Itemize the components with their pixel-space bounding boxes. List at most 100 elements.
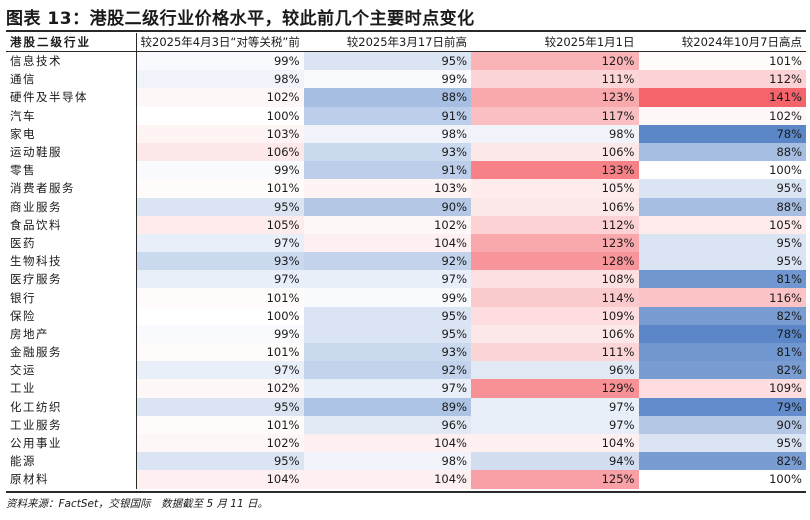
value-cell: 97% bbox=[136, 233, 304, 253]
table-row: 化工纺织 95% 89% 97% 79% bbox=[6, 397, 806, 416]
value-cell: 97% bbox=[471, 397, 639, 416]
table-row: 食品饮料 105% 102% 112% 105% bbox=[6, 215, 806, 234]
value-cell: 102% bbox=[136, 379, 304, 398]
value-cell: 106% bbox=[471, 142, 639, 162]
value-cell: 99% bbox=[303, 70, 471, 89]
value-cell: 95% bbox=[638, 179, 806, 198]
industry-name: 信息技术 bbox=[6, 51, 137, 71]
table-row: 硬件及半导体 102% 88% 123% 141% bbox=[6, 88, 806, 107]
value-cell: 101% bbox=[136, 415, 304, 434]
value-cell: 108% bbox=[471, 270, 639, 289]
industry-name: 汽车 bbox=[6, 106, 137, 125]
value-cell: 103% bbox=[303, 179, 471, 198]
table-row: 能源 95% 98% 94% 82% bbox=[6, 452, 806, 471]
value-cell: 120% bbox=[471, 51, 639, 71]
value-cell: 99% bbox=[136, 51, 304, 71]
value-cell: 88% bbox=[303, 88, 471, 107]
heatmap-table: 港股二级行业 较2025年4月3日“对等关税”前 较2025年3月17日前高 较… bbox=[6, 33, 806, 489]
value-cell: 95% bbox=[136, 397, 304, 416]
table-row: 医药 97% 104% 123% 95% bbox=[6, 233, 806, 253]
value-cell: 97% bbox=[136, 270, 304, 289]
table-row: 医疗服务 97% 97% 108% 81% bbox=[6, 270, 806, 289]
value-cell: 104% bbox=[136, 470, 304, 489]
value-cell: 104% bbox=[303, 433, 471, 453]
industry-name: 保险 bbox=[6, 306, 137, 325]
value-cell: 93% bbox=[303, 343, 471, 362]
value-cell: 82% bbox=[638, 452, 806, 471]
industry-name: 商业服务 bbox=[6, 197, 137, 216]
table-row: 交运 97% 92% 96% 82% bbox=[6, 361, 806, 380]
value-cell: 90% bbox=[638, 415, 806, 434]
value-cell: 109% bbox=[638, 379, 806, 398]
table-row: 原材料 104% 104% 125% 100% bbox=[6, 470, 806, 489]
table-row: 运动鞋服 106% 93% 106% 88% bbox=[6, 142, 806, 162]
value-cell: 100% bbox=[136, 106, 304, 125]
table-row: 汽车 100% 91% 117% 102% bbox=[6, 106, 806, 125]
industry-name: 医药 bbox=[6, 233, 137, 253]
value-cell: 93% bbox=[303, 142, 471, 162]
table-row: 零售 99% 91% 133% 100% bbox=[6, 161, 806, 180]
value-cell: 99% bbox=[136, 324, 304, 343]
value-cell: 100% bbox=[638, 470, 806, 489]
value-cell: 98% bbox=[136, 70, 304, 89]
value-cell: 97% bbox=[303, 379, 471, 398]
value-cell: 123% bbox=[471, 233, 639, 253]
value-cell: 106% bbox=[471, 324, 639, 343]
industry-name: 原材料 bbox=[6, 470, 137, 489]
value-cell: 95% bbox=[638, 233, 806, 253]
industry-name: 工业服务 bbox=[6, 415, 137, 434]
value-cell: 92% bbox=[303, 361, 471, 380]
industry-name: 通信 bbox=[6, 70, 137, 89]
value-cell: 88% bbox=[638, 142, 806, 162]
value-cell: 111% bbox=[471, 70, 639, 89]
value-cell: 99% bbox=[303, 288, 471, 307]
value-cell: 102% bbox=[303, 215, 471, 234]
value-cell: 114% bbox=[471, 288, 639, 307]
industry-name: 交运 bbox=[6, 361, 137, 380]
column-header-tariff: 较2025年4月3日“对等关税”前 bbox=[136, 33, 304, 52]
value-cell: 112% bbox=[471, 215, 639, 234]
value-cell: 89% bbox=[303, 397, 471, 416]
table-row: 家电 103% 98% 98% 78% bbox=[6, 124, 806, 143]
industry-name: 家电 bbox=[6, 124, 137, 143]
value-cell: 105% bbox=[638, 215, 806, 234]
value-cell: 101% bbox=[638, 51, 806, 71]
table-row: 信息技术 99% 95% 120% 101% bbox=[6, 51, 806, 71]
value-cell: 91% bbox=[303, 106, 471, 125]
value-cell: 94% bbox=[471, 452, 639, 471]
table-row: 公用事业 102% 104% 104% 95% bbox=[6, 433, 806, 453]
header-row: 港股二级行业 较2025年4月3日“对等关税”前 较2025年3月17日前高 较… bbox=[6, 33, 806, 52]
value-cell: 81% bbox=[638, 343, 806, 362]
value-cell: 79% bbox=[638, 397, 806, 416]
table-row: 生物科技 93% 92% 128% 95% bbox=[6, 252, 806, 271]
value-cell: 97% bbox=[471, 415, 639, 434]
value-cell: 82% bbox=[638, 361, 806, 380]
industry-name: 化工纺织 bbox=[6, 397, 137, 416]
industry-name: 能源 bbox=[6, 452, 137, 471]
column-header-jan: 较2025年1月1日 bbox=[471, 33, 639, 52]
table-row: 工业 102% 97% 129% 109% bbox=[6, 379, 806, 398]
value-cell: 116% bbox=[638, 288, 806, 307]
value-cell: 112% bbox=[638, 70, 806, 89]
value-cell: 101% bbox=[136, 343, 304, 362]
value-cell: 106% bbox=[136, 142, 304, 162]
value-cell: 88% bbox=[638, 197, 806, 216]
industry-name: 生物科技 bbox=[6, 252, 137, 271]
value-cell: 95% bbox=[136, 197, 304, 216]
value-cell: 100% bbox=[638, 161, 806, 180]
value-cell: 123% bbox=[471, 88, 639, 107]
value-cell: 117% bbox=[471, 106, 639, 125]
value-cell: 103% bbox=[136, 124, 304, 143]
industry-name: 房地产 bbox=[6, 324, 137, 343]
column-header-industry: 港股二级行业 bbox=[6, 33, 137, 52]
value-cell: 105% bbox=[471, 179, 639, 198]
value-cell: 102% bbox=[136, 88, 304, 107]
value-cell: 104% bbox=[471, 433, 639, 453]
value-cell: 95% bbox=[136, 452, 304, 471]
value-cell: 97% bbox=[136, 361, 304, 380]
value-cell: 90% bbox=[303, 197, 471, 216]
value-cell: 111% bbox=[471, 343, 639, 362]
value-cell: 98% bbox=[303, 124, 471, 143]
industry-name: 消费者服务 bbox=[6, 179, 137, 198]
table-row: 工业服务 101% 96% 97% 90% bbox=[6, 415, 806, 434]
